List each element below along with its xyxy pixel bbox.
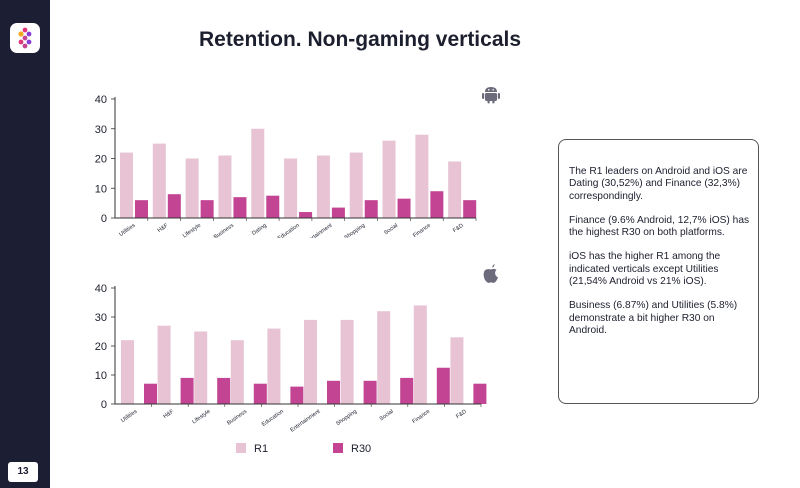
bar-r1	[152, 143, 166, 218]
bar-r1	[413, 305, 427, 404]
page-title: Retention. Non-gaming verticals	[198, 28, 522, 51]
note-paragraph: Finance (9.6% Android, 12,7% iOS) has th…	[569, 214, 750, 239]
bar-r1	[284, 158, 298, 218]
bar-r30	[397, 198, 411, 218]
y-tick-label: 30	[95, 312, 107, 324]
legend-r30-swatch	[333, 443, 343, 453]
x-tick-label: Shopping	[335, 409, 358, 427]
bar-r30	[327, 380, 340, 404]
bar-r30	[299, 212, 313, 218]
bar-r30	[290, 386, 304, 404]
y-tick-label: 10	[95, 370, 107, 382]
bar-r30	[400, 377, 414, 404]
bar-r1	[382, 140, 396, 218]
x-tick-label: Education	[261, 409, 285, 428]
note-paragraph: Business (6.87%) and Utilities (5.8%) de…	[569, 300, 738, 336]
bar-r1	[267, 328, 281, 404]
x-tick-label: Entertainment	[301, 222, 333, 238]
x-tick-label: H&F	[162, 408, 175, 420]
y-tick-label: 30	[95, 124, 107, 136]
bar-r1	[340, 319, 354, 404]
x-tick-label: Business	[213, 223, 235, 238]
x-tick-label: Lifestyle	[182, 223, 202, 238]
bar-r30	[135, 200, 148, 218]
bar-r1	[120, 152, 133, 218]
insights-note: The R1 leaders on Android and iOS are Da…	[558, 139, 759, 404]
x-tick-label: Social	[379, 409, 395, 423]
x-tick-label: H&F	[157, 222, 170, 234]
bar-r30	[217, 377, 231, 404]
bar-r30	[253, 383, 267, 404]
y-tick-label: 40	[95, 283, 107, 295]
x-tick-label: Entertainment	[289, 408, 321, 433]
bar-r30	[473, 383, 487, 404]
page-number: 13	[8, 462, 38, 482]
x-tick-label: Utilities	[118, 223, 136, 238]
x-tick-label: Shopping	[343, 223, 366, 238]
bar-r1	[450, 337, 464, 404]
bar-r1	[121, 340, 134, 404]
android-retention-chart: 0 10 20 30 40 Utilities H&F Lifestyle Business Da…	[95, 94, 477, 238]
note-paragraph: iOS has the higher R1 among the indicate…	[569, 251, 721, 288]
bar-r1	[377, 311, 391, 404]
bar-r30	[364, 200, 378, 218]
bar-r1	[304, 319, 317, 404]
x-tick-label: Business	[226, 409, 248, 427]
bar-r30	[363, 380, 377, 404]
apple-icon	[483, 264, 498, 283]
y-tick-label: 40	[95, 94, 107, 106]
bar-r30	[266, 195, 280, 218]
note-paragraph: The R1 leaders on Android and iOS are Da…	[569, 166, 748, 202]
bar-r30	[463, 200, 477, 218]
legend-r1-label: R1	[254, 443, 269, 455]
y-tick-label: 10	[95, 183, 107, 195]
bar-r30	[430, 191, 444, 218]
bar-r30	[436, 367, 450, 404]
ios-retention-chart: 0 10 20 30 40 Utilities H&F Lifestyle Business Ed…	[95, 283, 487, 434]
x-tick-label: Education	[277, 223, 301, 238]
android-icon	[482, 87, 500, 104]
app-logo-icon	[10, 23, 40, 53]
bar-r1	[415, 134, 429, 218]
bar-r1	[349, 152, 363, 218]
bar-r30	[144, 383, 157, 404]
x-tick-label: Finance	[412, 223, 432, 238]
legend-r1: R1	[236, 443, 268, 455]
bar-r1	[157, 325, 171, 404]
bar-r1	[218, 155, 232, 218]
x-tick-label: Finance	[411, 409, 431, 425]
y-tick-label: 0	[101, 399, 107, 411]
bar-r30	[331, 207, 345, 218]
x-tick-label: F&D	[455, 409, 468, 420]
x-tick-label: Dating	[251, 223, 268, 237]
legend-r1-swatch	[236, 443, 246, 453]
x-tick-label: Utilities	[120, 409, 138, 424]
y-tick-label: 20	[95, 341, 107, 353]
bar-r1	[230, 340, 244, 404]
bar-r30	[167, 194, 181, 218]
bar-r1	[316, 155, 330, 218]
x-tick-label: F&D	[452, 223, 465, 234]
bar-r30	[200, 200, 214, 218]
bar-r1	[194, 331, 208, 404]
sidebar: 13	[0, 0, 50, 488]
legend-r30: R30	[333, 443, 371, 455]
x-tick-label: Social	[383, 223, 399, 237]
bar-r30	[180, 377, 194, 404]
bar-r1	[251, 128, 265, 218]
x-tick-label: Lifestyle	[191, 409, 211, 426]
bar-r1	[448, 161, 462, 218]
legend-r30-label: R30	[351, 443, 372, 455]
y-tick-label: 0	[101, 213, 107, 225]
bar-r1	[185, 158, 199, 218]
y-tick-label: 20	[95, 154, 107, 166]
bar-r30	[233, 197, 247, 218]
